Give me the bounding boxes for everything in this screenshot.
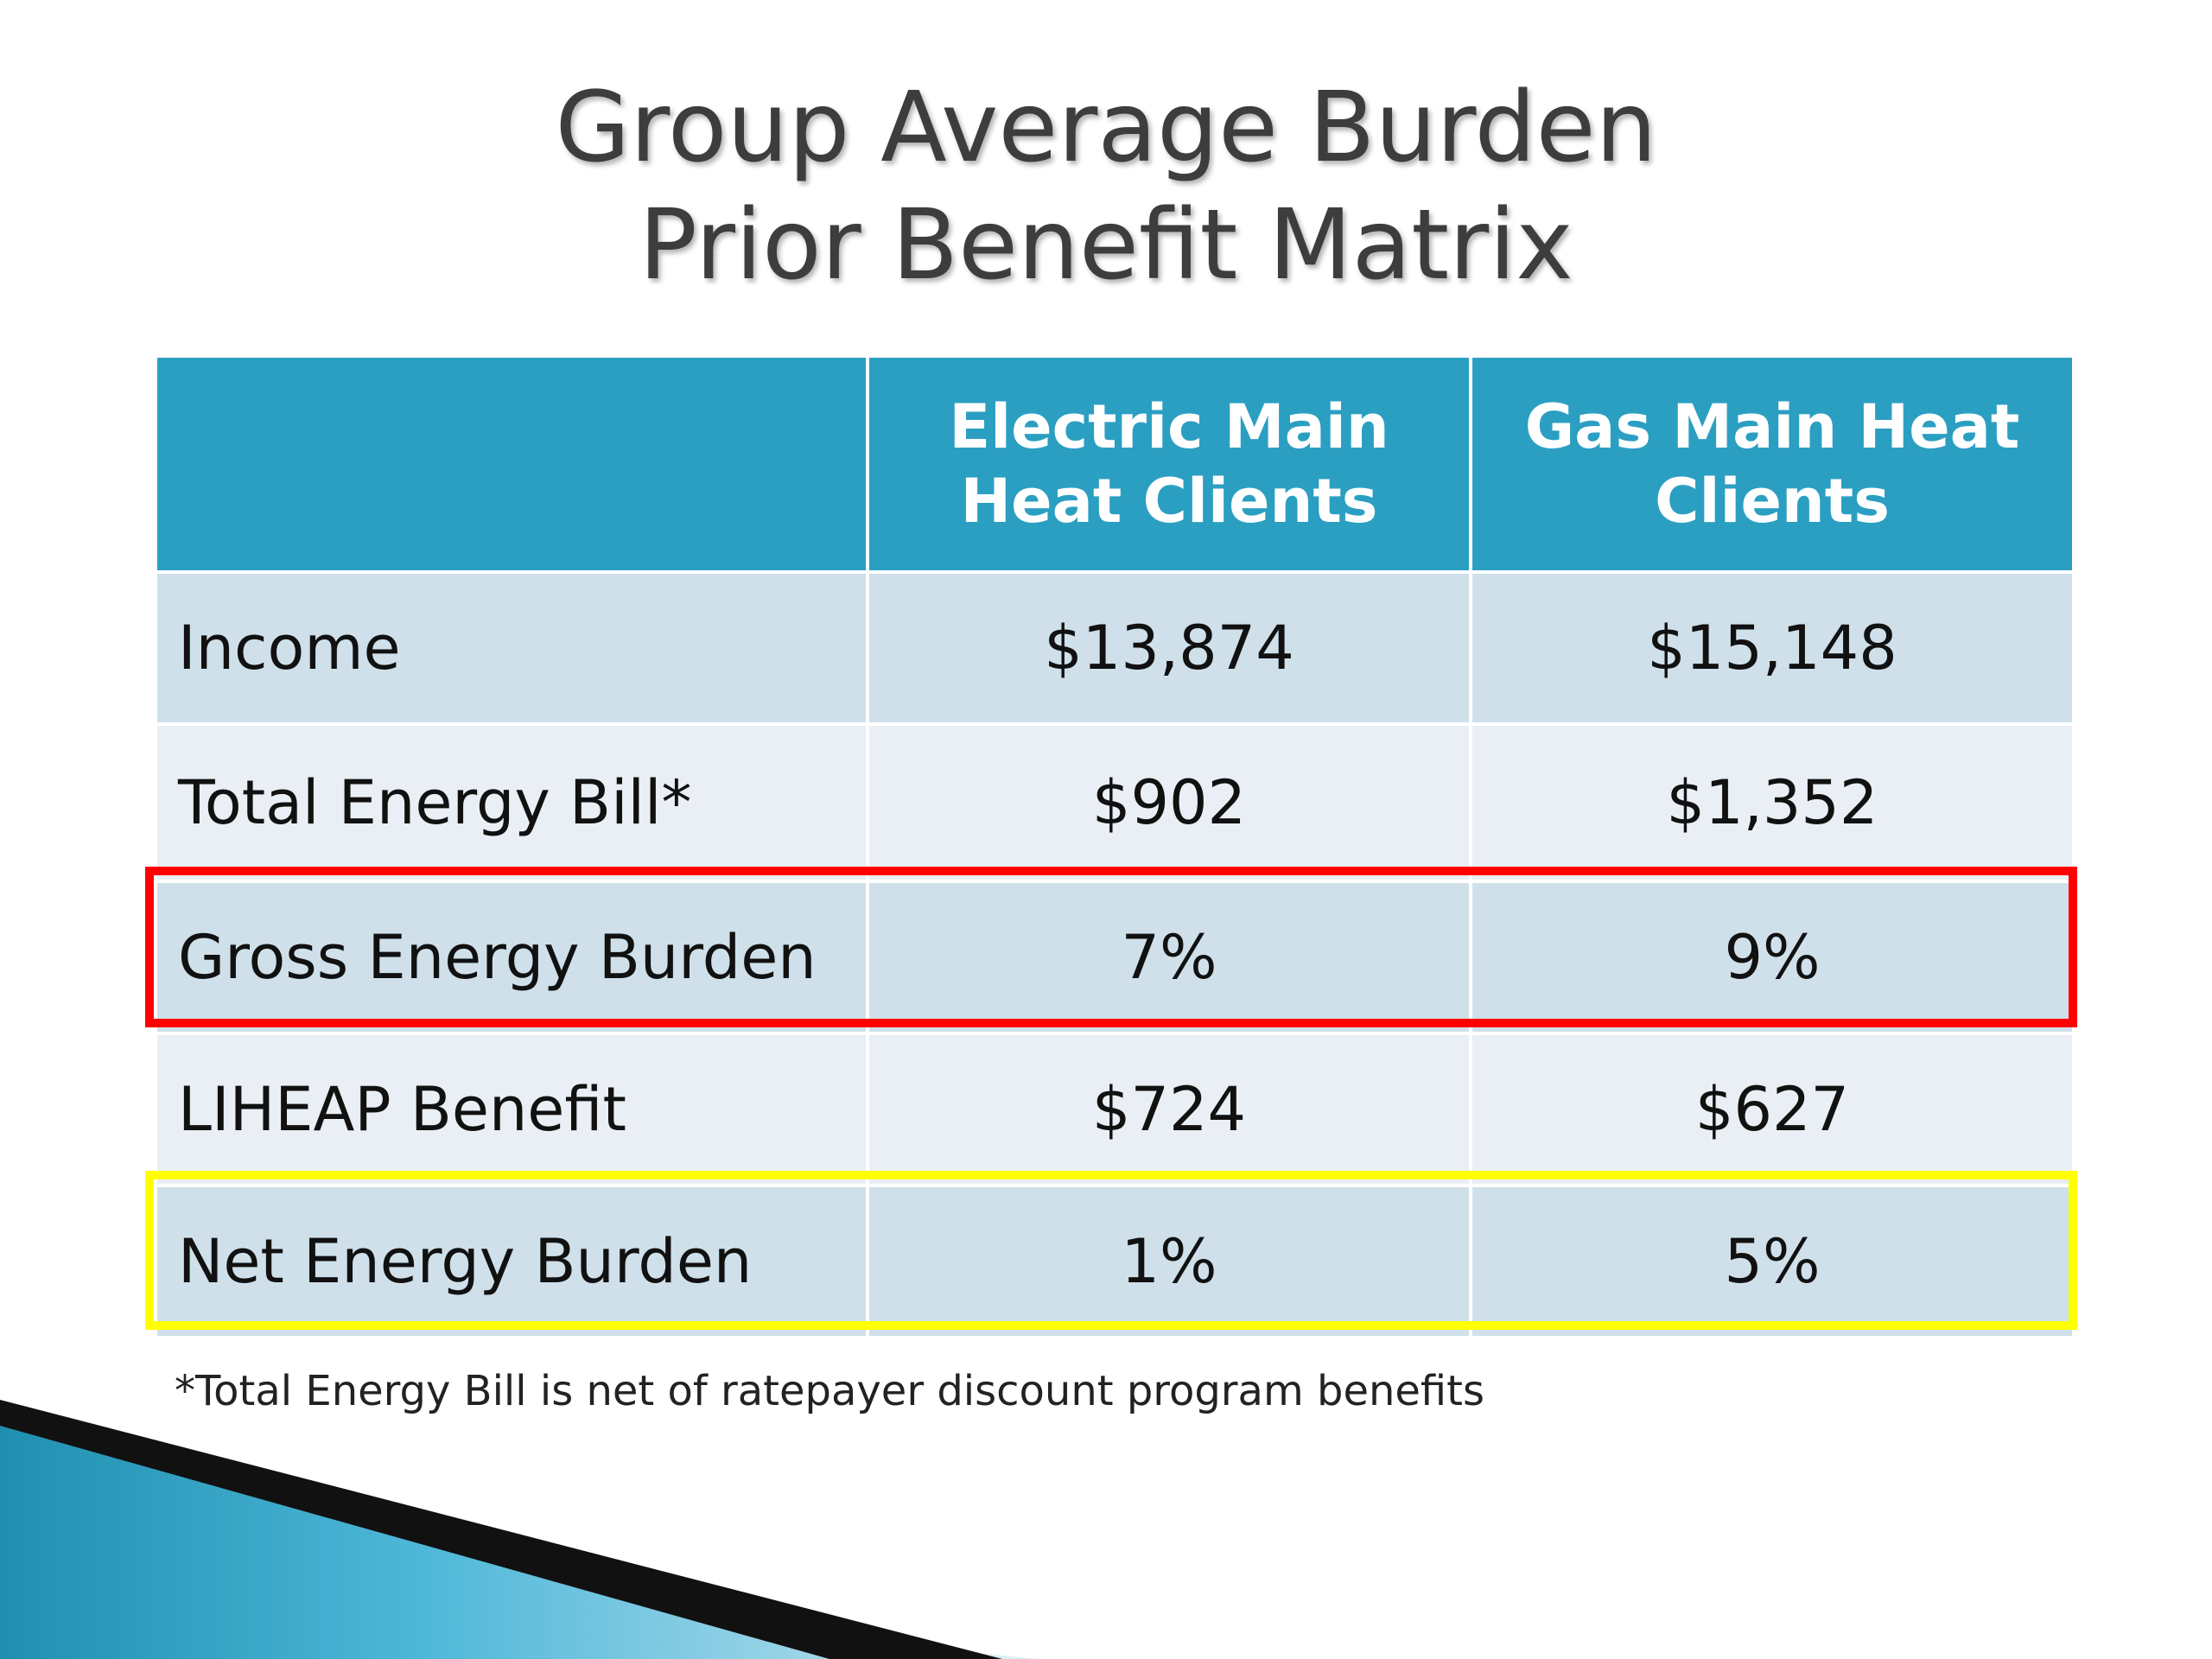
table-header-row: Electric Main Heat Clients Gas Main Heat… xyxy=(154,354,2075,574)
electric-value: 1% xyxy=(866,1184,1472,1339)
slide-title-line-2: Prior Benefit Matrix xyxy=(639,189,1573,302)
table-row-net-energy-burden: Net Energy Burden 1% 5% xyxy=(154,1184,2075,1339)
table-row-income: Income $13,874 $15,148 xyxy=(154,570,2075,726)
gas-value: $15,148 xyxy=(1469,570,2075,726)
electric-value: $724 xyxy=(866,1032,1472,1187)
electric-value: $902 xyxy=(866,722,1472,883)
gas-value: $627 xyxy=(1469,1032,2075,1187)
header-gas-main-heat: Gas Main Heat Clients xyxy=(1469,354,2075,574)
row-label: Net Energy Burden xyxy=(154,1184,869,1339)
header-empty-cell xyxy=(154,354,869,574)
decorative-swoosh xyxy=(0,1400,1037,1659)
table-row-total-energy-bill: Total Energy Bill* $902 $1,352 xyxy=(154,722,2075,883)
gas-value: 5% xyxy=(1469,1184,2075,1339)
slide-title: Group Average Burden Prior Benefit Matri… xyxy=(0,69,2212,304)
header-electric-main-heat: Electric Main Heat Clients xyxy=(866,354,1472,574)
row-label: Gross Energy Burden xyxy=(154,880,869,1035)
electric-value: 7% xyxy=(866,880,1472,1035)
electric-value: $13,874 xyxy=(866,570,1472,726)
table-row-liheap-benefit: LIHEAP Benefit $724 $627 xyxy=(154,1032,2075,1187)
table-row-gross-energy-burden: Gross Energy Burden 7% 9% xyxy=(154,880,2075,1035)
swoosh-teal-band xyxy=(0,1426,830,1659)
row-label: Total Energy Bill* xyxy=(154,722,869,883)
gas-value: 9% xyxy=(1469,880,2075,1035)
row-label: LIHEAP Benefit xyxy=(154,1032,869,1187)
benefit-matrix-table: Electric Main Heat Clients Gas Main Heat… xyxy=(154,354,2075,1339)
gas-value: $1,352 xyxy=(1469,722,2075,883)
slide-title-line-1: Group Average Burden xyxy=(555,72,1657,184)
row-label: Income xyxy=(154,570,869,726)
footnote: *Total Energy Bill is net of ratepayer d… xyxy=(175,1367,1484,1415)
